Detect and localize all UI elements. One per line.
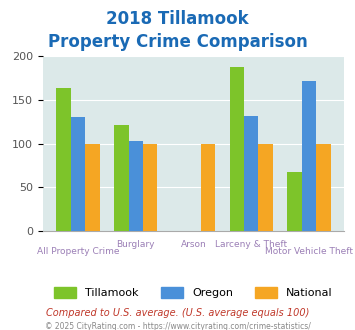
Text: All Property Crime: All Property Crime — [37, 247, 119, 256]
Bar — [230, 67, 244, 231]
Text: Motor Vehicle Theft: Motor Vehicle Theft — [265, 247, 353, 256]
Text: Arson: Arson — [181, 240, 206, 249]
Text: Property Crime Comparison: Property Crime Comparison — [48, 33, 307, 51]
Text: 2018 Tillamook: 2018 Tillamook — [106, 10, 249, 28]
Legend: Tillamook, Oregon, National: Tillamook, Oregon, National — [50, 282, 337, 302]
Bar — [114, 125, 129, 231]
Bar — [129, 141, 143, 231]
Bar — [201, 144, 215, 231]
Text: Compared to U.S. average. (U.S. average equals 100): Compared to U.S. average. (U.S. average … — [46, 308, 309, 317]
Bar — [244, 116, 258, 231]
Bar — [56, 88, 71, 231]
Bar — [85, 144, 100, 231]
Bar — [287, 172, 302, 231]
Text: © 2025 CityRating.com - https://www.cityrating.com/crime-statistics/: © 2025 CityRating.com - https://www.city… — [45, 322, 310, 330]
Bar — [71, 117, 85, 231]
Bar — [302, 81, 316, 231]
Text: Larceny & Theft: Larceny & Theft — [215, 240, 287, 249]
Text: Burglary: Burglary — [116, 240, 155, 249]
Bar — [316, 144, 331, 231]
Bar — [258, 144, 273, 231]
Bar — [143, 144, 157, 231]
